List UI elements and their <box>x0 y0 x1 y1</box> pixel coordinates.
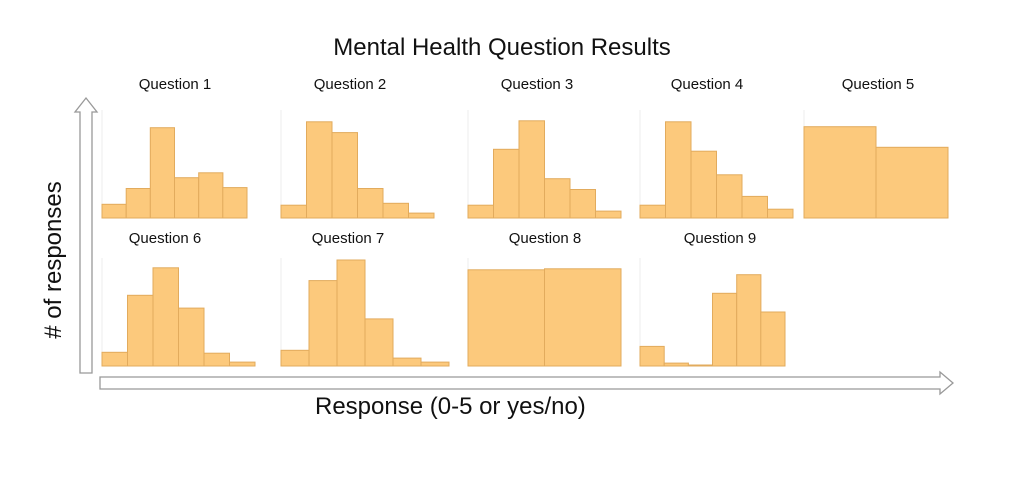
chart-title: Mental Health Question Results <box>333 34 671 61</box>
bar-q9-r0 <box>639 345 665 367</box>
bar-q7-r0 <box>280 349 310 367</box>
bar-q6-r0 <box>101 351 128 367</box>
panel-title: Question 8 <box>508 230 582 247</box>
bar-q7-r3 <box>364 318 394 367</box>
panel-title: Question 3 <box>500 76 574 93</box>
panel-title: Question 9 <box>683 230 757 247</box>
bar-q6-r5 <box>229 361 256 367</box>
panel-5 <box>803 110 949 219</box>
bar-q1-r4 <box>198 172 224 219</box>
panel-9 <box>639 258 786 367</box>
bar-q1-r5 <box>222 187 248 219</box>
bar-q9-r5 <box>760 311 786 367</box>
bar-q3-r3 <box>544 178 571 219</box>
bar-q6-r4 <box>203 352 230 367</box>
bar-q2-r2 <box>331 132 358 219</box>
panel-title: Question 4 <box>670 76 744 93</box>
bar-q2-r0 <box>280 204 307 219</box>
bar-q7-r2 <box>336 259 366 367</box>
bar-q7-r4 <box>392 357 422 367</box>
panel-8 <box>467 258 622 367</box>
bar-q1-r2 <box>149 127 176 219</box>
bar-q2-r3 <box>357 188 384 219</box>
bar-q9-r2 <box>687 364 713 367</box>
panel-6 <box>101 258 256 367</box>
bar-q6-r3 <box>178 307 205 367</box>
bar-q8-r0 <box>467 269 545 367</box>
bar-q9-r3 <box>712 292 738 367</box>
bar-q3-r1 <box>493 148 520 219</box>
bar-q2-r5 <box>408 212 435 219</box>
panel-2 <box>280 110 435 219</box>
bar-q5-r1 <box>875 146 949 219</box>
y-axis-arrow <box>73 96 99 374</box>
panel-1 <box>101 110 248 219</box>
panel-3 <box>467 110 622 219</box>
panel-title: Question 1 <box>138 76 212 93</box>
x-axis-arrow <box>99 370 955 396</box>
bar-q8-r1 <box>544 268 622 367</box>
bar-q9-r4 <box>736 274 762 367</box>
panel-title: Question 5 <box>841 76 915 93</box>
bar-q1-r0 <box>101 203 127 219</box>
bar-q9-r1 <box>663 362 689 367</box>
bar-q7-r1 <box>308 280 338 367</box>
bar-q3-r0 <box>467 204 494 219</box>
panel-title: Question 6 <box>128 230 202 247</box>
panel-4 <box>639 110 794 219</box>
bar-q4-r0 <box>639 204 666 219</box>
x-axis-label: Response (0-5 or yes/no) <box>315 393 586 420</box>
bar-q2-r1 <box>306 121 333 219</box>
bar-q3-r4 <box>569 189 596 219</box>
bar-q4-r2 <box>690 150 717 219</box>
bar-q6-r2 <box>152 267 179 367</box>
bar-q4-r3 <box>716 174 743 219</box>
bar-q4-r5 <box>767 208 794 219</box>
bar-q7-r5 <box>420 361 450 367</box>
bar-q3-r2 <box>518 120 545 219</box>
panel-title: Question 2 <box>313 76 387 93</box>
bar-q3-r5 <box>595 210 622 219</box>
bar-q2-r4 <box>382 202 409 219</box>
bar-q4-r4 <box>741 195 768 219</box>
panel-7 <box>280 258 450 367</box>
bar-q1-r3 <box>174 177 200 219</box>
bar-q5-r0 <box>803 126 877 219</box>
bar-q1-r1 <box>125 188 151 219</box>
panel-title: Question 7 <box>311 230 385 247</box>
bar-q6-r1 <box>127 294 154 367</box>
bar-q4-r1 <box>665 121 692 219</box>
